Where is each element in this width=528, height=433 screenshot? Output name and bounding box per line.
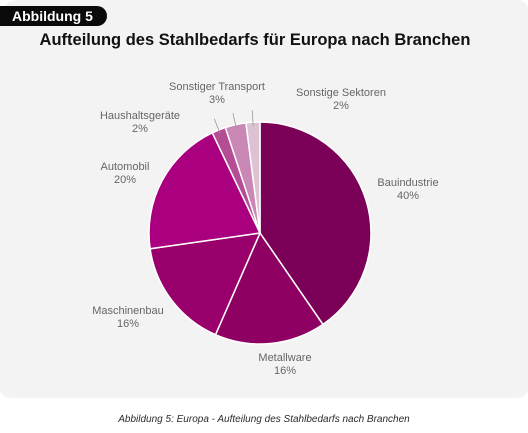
slice-value-sonstiger-transport: 3% xyxy=(209,94,225,106)
slice-value-maschinenbau: 16% xyxy=(117,318,139,330)
slice-label-sonstiger-transport: Sonstiger Transport xyxy=(169,81,265,93)
leader-line-sonstige-sektoren xyxy=(251,110,254,127)
slice-value-bauindustrie: 40% xyxy=(397,190,419,202)
slice-value-haushaltsgeraete: 2% xyxy=(132,123,148,135)
pie-slice-automobil xyxy=(148,131,262,250)
slice-label-haushaltsgeraete: Haushaltsgeräte xyxy=(100,110,180,122)
figure-caption: Abbildung 5: Europa - Aufteilung des Sta… xyxy=(118,414,410,425)
leader-line-haushaltsgeraete xyxy=(213,118,221,134)
slice-label-metallware: Metallware xyxy=(258,352,311,364)
figure-card: Abbildung 5 Aufteilung des Stahlbedarfs … xyxy=(0,0,528,398)
slice-value-sonstige-sektoren: 2% xyxy=(333,100,349,112)
figure-badge: Abbildung 5 xyxy=(0,6,107,26)
slice-value-metallware: 16% xyxy=(274,365,296,377)
pie-chart: Bauindustrie40%Metallware16%Maschinenbau… xyxy=(92,81,438,377)
pie-slice-bauindustrie xyxy=(259,121,372,326)
slice-label-bauindustrie: Bauindustrie xyxy=(377,177,438,189)
pie-slice-maschinenbau xyxy=(149,232,262,336)
chart-title: Aufteilung des Stahlbedarfs für Europa n… xyxy=(39,31,471,49)
slice-label-sonstige-sektoren: Sonstige Sektoren xyxy=(296,87,386,99)
pie-slice-metallware xyxy=(214,231,324,345)
slice-label-automobil: Automobil xyxy=(101,161,150,173)
slice-label-maschinenbau: Maschinenbau xyxy=(92,305,164,317)
leader-line-sonstiger-transport xyxy=(232,112,237,129)
slice-value-automobil: 20% xyxy=(114,174,136,186)
